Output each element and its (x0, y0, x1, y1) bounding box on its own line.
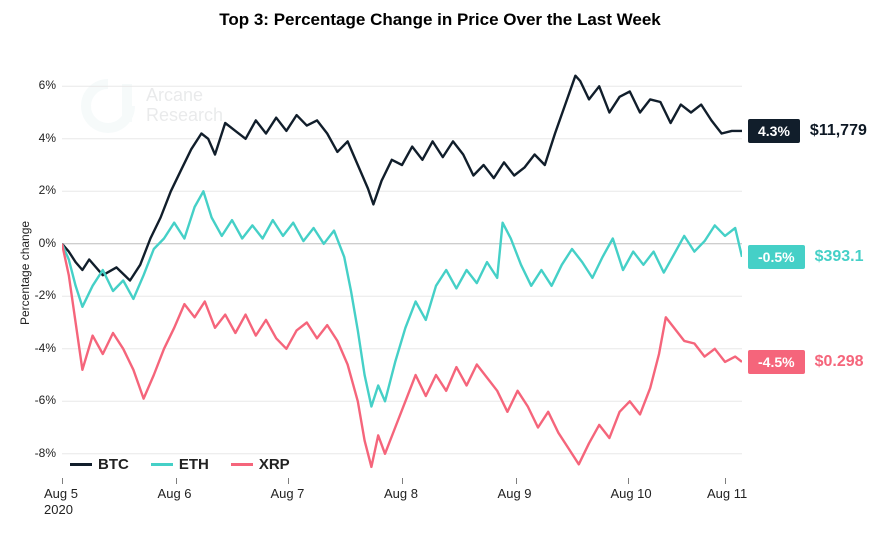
legend-item-eth: ETH (151, 456, 209, 473)
legend-swatch (70, 463, 92, 466)
x-tick-label: Aug 11 (707, 486, 747, 502)
legend: BTC ETH XRP (70, 456, 290, 473)
legend-label: BTC (98, 456, 129, 473)
y-tick-label: 0% (39, 236, 56, 250)
y-tick-label: 4% (39, 131, 56, 145)
pct-badge: 4.3% (748, 119, 800, 143)
legend-item-btc: BTC (70, 456, 129, 473)
plot-area (62, 60, 742, 480)
end-label-btc: 4.3% $11,779 (748, 119, 867, 143)
price-label: $393.1 (815, 248, 864, 266)
x-tick-mark (288, 478, 289, 484)
x-tick-mark (725, 478, 726, 484)
x-tick-label: Aug 52020 (44, 486, 78, 519)
end-label-xrp: -4.5% $0.298 (748, 350, 864, 374)
legend-item-xrp: XRP (231, 456, 290, 473)
x-tick-label: Aug 7 (270, 486, 304, 502)
y-tick-label: -2% (35, 288, 56, 302)
y-tick-label: -4% (35, 341, 56, 355)
pct-badge: -4.5% (748, 350, 805, 374)
x-tick-label: Aug 8 (384, 486, 418, 502)
y-tick-label: 6% (39, 78, 56, 92)
chart-title: Top 3: Percentage Change in Price Over t… (0, 10, 880, 30)
x-tick-label: Aug 10 (610, 486, 651, 502)
legend-swatch (231, 463, 253, 466)
legend-label: ETH (179, 456, 209, 473)
series-line-eth (62, 191, 742, 406)
pct-badge: -0.5% (748, 245, 805, 269)
y-axis-label: Percentage change (18, 221, 32, 325)
x-tick-mark (516, 478, 517, 484)
x-tick-mark (628, 478, 629, 484)
chart-container: Top 3: Percentage Change in Price Over t… (0, 0, 880, 554)
end-label-eth: -0.5% $393.1 (748, 245, 864, 269)
series-line-xrp (62, 244, 742, 467)
y-tick-label: 2% (39, 183, 56, 197)
price-label: $11,779 (810, 122, 867, 140)
x-tick-label: Aug 9 (498, 486, 532, 502)
x-tick-label: Aug 6 (158, 486, 192, 502)
x-tick-mark (402, 478, 403, 484)
y-tick-label: -6% (35, 393, 56, 407)
x-tick-mark (62, 478, 63, 484)
end-value-labels: 4.3% $11,779 -0.5% $393.1 -4.5% $0.298 (742, 60, 880, 480)
legend-swatch (151, 463, 173, 466)
series-line-btc (62, 76, 742, 281)
y-tick-label: -8% (35, 446, 56, 460)
x-tick-mark (176, 478, 177, 484)
legend-label: XRP (259, 456, 290, 473)
price-label: $0.298 (815, 353, 864, 371)
